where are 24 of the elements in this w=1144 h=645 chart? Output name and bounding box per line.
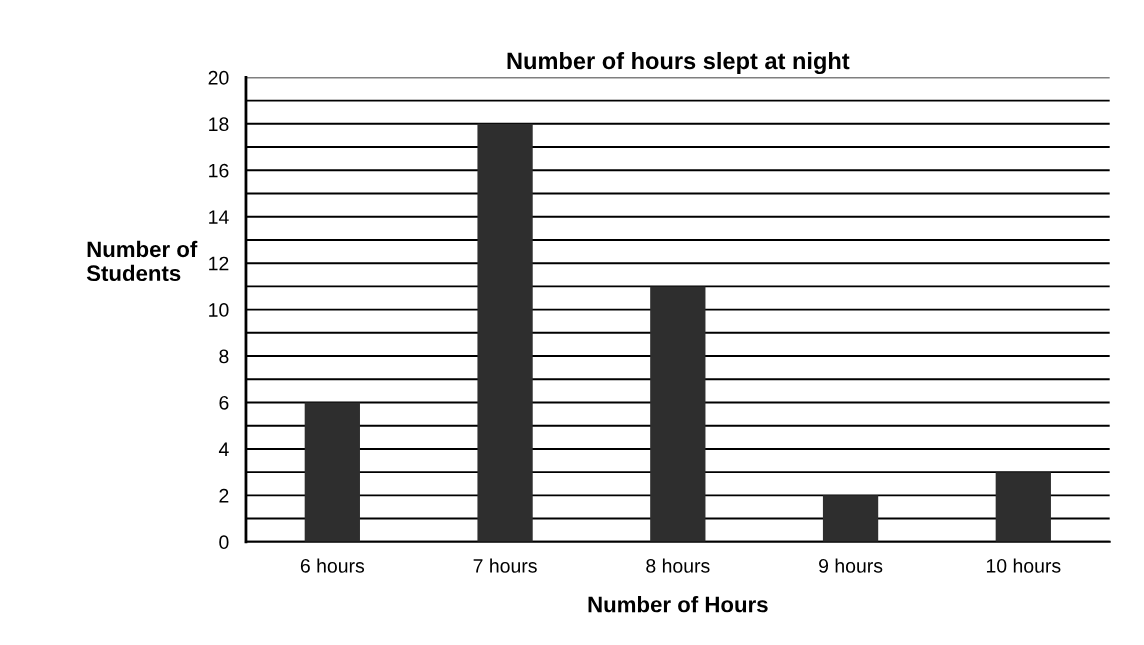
x-tick-label: 10 hours bbox=[986, 558, 1061, 573]
y-tick-label: 10 bbox=[209, 303, 229, 317]
bar bbox=[995, 472, 1051, 542]
x-tick-label: 6 hours bbox=[300, 558, 365, 573]
y-axis-title: Number of Students bbox=[86, 240, 198, 282]
y-tick-label: 20 bbox=[208, 70, 229, 85]
y-tick-label: 14 bbox=[209, 210, 229, 224]
y-tick-label: 4 bbox=[218, 442, 229, 456]
y-tick-label: 2 bbox=[219, 488, 229, 503]
x-axis-title: Number of Hours bbox=[588, 596, 768, 613]
bar bbox=[822, 495, 879, 542]
y-tick-label: 0 bbox=[219, 535, 229, 550]
y-tick-label: 12 bbox=[209, 256, 229, 271]
x-tick-label: 9 hours bbox=[819, 558, 883, 573]
y-tick-label: 6 bbox=[219, 395, 229, 410]
bar bbox=[477, 123, 533, 542]
y-tick-label: 18 bbox=[209, 117, 229, 132]
bar bbox=[304, 402, 360, 542]
y-tick-label: 8 bbox=[219, 349, 229, 364]
chart-title: Number of hours slept at night bbox=[507, 51, 850, 75]
bar bbox=[650, 286, 706, 542]
x-tick-label: 8 hours bbox=[646, 558, 710, 573]
x-tick-label: 7 hours bbox=[473, 558, 537, 573]
y-tick-label: 16 bbox=[209, 163, 229, 178]
